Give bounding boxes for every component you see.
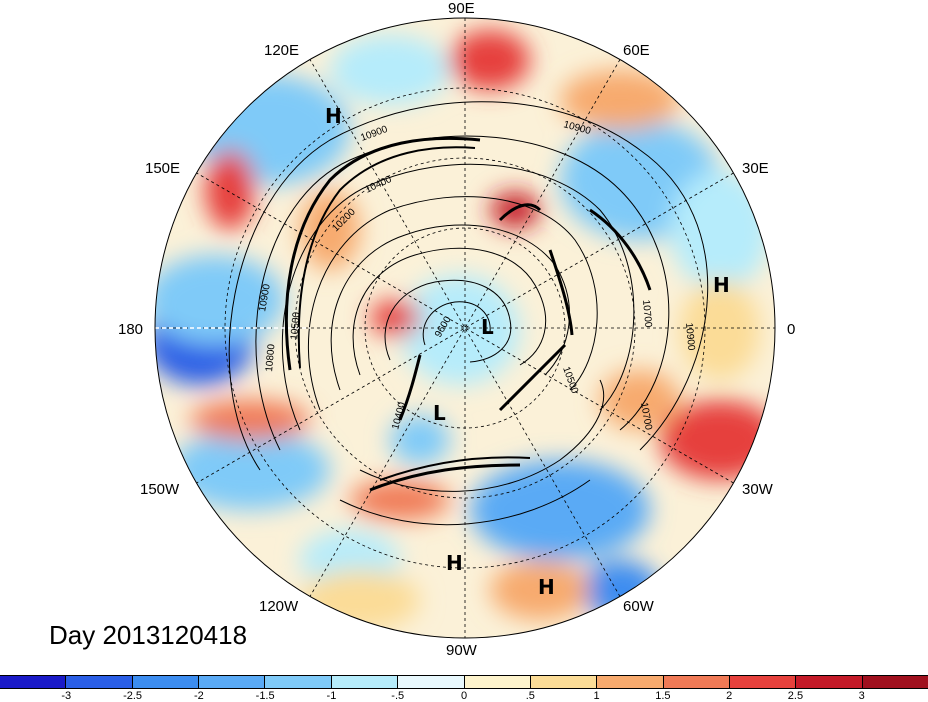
colorbar-tick-label: -1	[326, 690, 337, 702]
height-contours	[228, 101, 709, 526]
colorbar-tick-label: 2.5	[787, 690, 804, 702]
colorbar-tick-label: .5	[525, 690, 535, 702]
contour-label: 10800	[264, 343, 277, 372]
longitude-label-90e: 90E	[448, 0, 475, 17]
colorbar-box	[199, 676, 266, 688]
colorbar-tick-label: 1.5	[655, 690, 671, 702]
colorbar	[0, 675, 928, 689]
jet-core-south-2	[379, 456, 531, 481]
jet-core-center	[398, 354, 422, 421]
high-center-label: H	[446, 551, 463, 575]
longitude-label-150w: 150W	[140, 481, 180, 498]
longitude-label-0: 0	[787, 321, 796, 338]
pressure-centers: H H H H L L	[325, 104, 730, 599]
contour-10200	[352, 247, 547, 376]
colorbar-box	[663, 676, 730, 688]
longitude-label-180: 180	[118, 321, 144, 338]
contour-southern-trough	[359, 379, 605, 492]
jet-core-ne	[548, 249, 574, 336]
jet-core-n	[498, 203, 542, 222]
high-center-label: H	[325, 104, 342, 128]
contour-label: 10700	[638, 402, 654, 432]
colorbar-tick-label: -3	[61, 690, 72, 702]
longitude-label-30w: 30W	[742, 481, 773, 498]
contour-label: 10900	[257, 283, 273, 313]
jet-core-se	[498, 343, 567, 412]
colorbar-tick-label: -.5	[391, 690, 405, 702]
colorbar-box	[862, 676, 928, 688]
graticule	[155, 18, 775, 638]
colorbar-tick-label: 2	[726, 690, 733, 702]
longitude-label-60e: 60E	[623, 42, 650, 59]
colorbar-box	[331, 676, 399, 688]
contour-label: 10900	[683, 322, 696, 351]
high-center-label: H	[538, 575, 555, 599]
map-boundary	[154, 17, 776, 639]
longitude-label-120w: 120W	[259, 598, 299, 615]
colorbar-tick-label: -2	[193, 690, 204, 702]
contour-10800	[255, 135, 670, 451]
longitude-label-150e: 150E	[145, 160, 181, 177]
colorbar-tick-label: 3	[858, 690, 865, 702]
contour-label: 10500	[289, 311, 302, 340]
colorbar-box	[796, 676, 863, 688]
low-center-label: L	[433, 401, 446, 425]
longitude-label-30e: 30E	[742, 160, 769, 177]
colorbar-tick-label: -1.5	[255, 690, 275, 702]
anomaly-field	[155, 18, 775, 638]
high-center-label: H	[713, 273, 730, 297]
colorbar-box	[530, 676, 598, 688]
colorbar-box	[464, 676, 531, 688]
colorbar-box	[66, 676, 133, 688]
jet-core-west	[284, 136, 481, 371]
jet-contours	[284, 136, 652, 492]
contour-inner-low	[422, 301, 491, 346]
contour-label: 10700	[640, 299, 653, 328]
colorbar-box	[398, 676, 465, 688]
colorbar-box	[597, 676, 664, 688]
contour-9600	[384, 279, 512, 363]
jet-core-east	[589, 208, 652, 291]
colorbar-tick-label: -2.5	[123, 690, 143, 702]
contour-southern-trough-2	[339, 479, 591, 526]
jet-core-west-2	[297, 146, 476, 369]
colorbar-box	[729, 676, 797, 688]
contour-10500	[308, 196, 598, 411]
jet-core-south	[369, 463, 521, 492]
colorbar-box	[132, 676, 200, 688]
colorbar-tick-label: 0	[460, 690, 468, 702]
longitude-label-120e: 120E	[264, 42, 300, 59]
contour-10900-outer	[228, 101, 709, 471]
low-center-label: L	[481, 315, 494, 339]
colorbar-tick-label: 1	[593, 690, 600, 702]
colorbar-box	[0, 676, 67, 688]
longitude-label-60w: 60W	[623, 598, 654, 615]
longitude-label-90w: 90W	[446, 642, 477, 659]
map-title: Day 2013120418	[49, 620, 248, 650]
colorbar-box	[265, 676, 332, 688]
